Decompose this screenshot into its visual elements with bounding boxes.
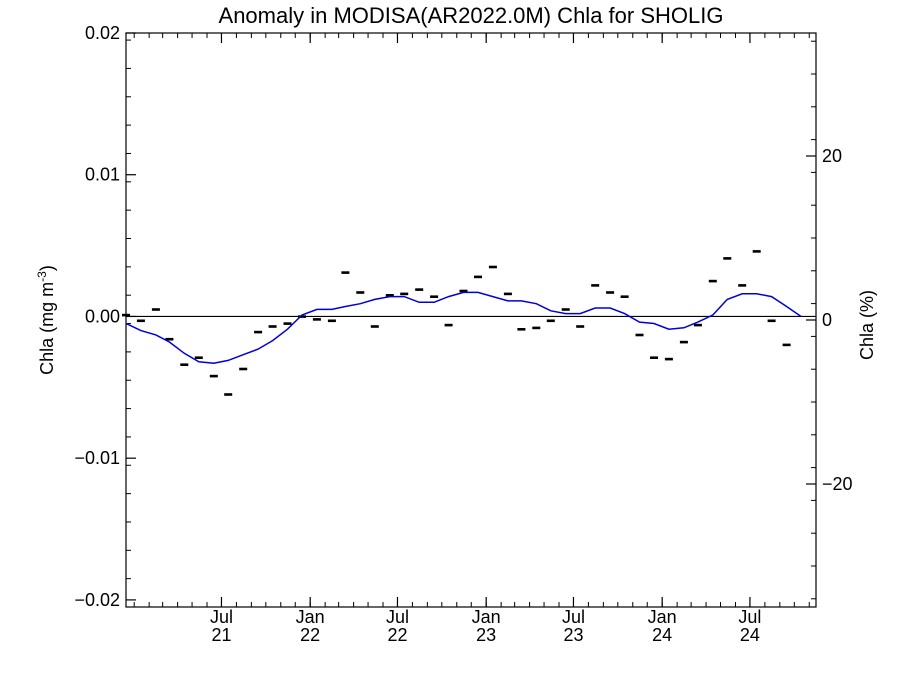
monthly-anomaly-point — [268, 325, 277, 328]
monthly-anomaly-point — [430, 295, 439, 298]
monthly-anomaly-point — [327, 319, 336, 323]
monthly-anomaly-point — [194, 356, 203, 359]
data-marks — [122, 250, 802, 396]
x-tick-year: 24 — [740, 625, 760, 645]
monthly-anomaly-point — [723, 257, 732, 260]
x-tick-year: 23 — [476, 625, 496, 645]
monthly-anomaly-point — [782, 343, 791, 347]
monthly-anomaly-point — [444, 323, 453, 327]
ylabel-left-main: Chla (mg m — [37, 282, 57, 375]
monthly-anomaly-point — [209, 374, 218, 378]
left-axis: 0.02 0.01 0.00 −0.01 −0.02 — [74, 23, 136, 610]
x-tick-year: 23 — [563, 625, 583, 645]
left-tick-label: 0.00 — [85, 306, 120, 326]
monthly-anomaly-point — [415, 288, 424, 291]
monthly-anomaly-point — [459, 289, 468, 293]
monthly-anomaly-point — [283, 322, 292, 325]
monthly-anomaly-point — [400, 292, 409, 296]
y-axis-label-right: Chla (%) — [857, 290, 877, 360]
x-tick-month: Jul — [386, 607, 409, 627]
monthly-anomaly-point — [738, 284, 747, 287]
monthly-anomaly-point — [370, 325, 379, 328]
monthly-anomaly-point — [591, 284, 600, 287]
monthly-anomaly-point — [488, 265, 497, 269]
ylabel-left-sup: -3 — [35, 271, 49, 282]
plot-frame — [125, 32, 817, 608]
monthly-anomaly-point — [474, 275, 482, 279]
smoothed-anomaly-line — [125, 291, 802, 364]
right-tick-label: 0 — [822, 310, 832, 330]
plot-border — [125, 32, 817, 608]
monthly-anomaly-point — [224, 393, 233, 396]
monthly-anomaly-point — [122, 313, 130, 317]
ylabel-left-close: ) — [37, 265, 57, 271]
left-tick-label: 0.02 — [85, 23, 120, 43]
monthly-anomaly-point — [650, 356, 658, 359]
right-tick-label: −20 — [822, 474, 853, 494]
x-tick-month: Jul — [210, 607, 233, 627]
monthly-anomaly-point — [546, 319, 555, 323]
monthly-anomaly-point — [151, 308, 160, 311]
right-tick-label: 20 — [822, 146, 842, 166]
monthly-anomaly-point — [503, 292, 512, 296]
x-tick-year: 22 — [387, 625, 407, 645]
x-tick-year: 22 — [300, 625, 320, 645]
monthly-anomaly-point — [312, 318, 321, 321]
x-tick-year: 24 — [652, 625, 672, 645]
monthly-anomaly-point — [254, 330, 263, 334]
monthly-anomaly-point — [752, 250, 761, 253]
monthly-anomaly-point — [239, 367, 248, 371]
monthly-anomaly-point — [635, 333, 644, 337]
right-axis: 20 0 −20 — [806, 40, 853, 600]
monthly-anomaly-point — [532, 326, 541, 330]
monthly-anomaly-point — [606, 291, 615, 294]
y-axis-label-left: Chla (mg m-3) — [35, 265, 57, 375]
left-tick-label: −0.02 — [74, 590, 120, 610]
monthly-anomaly-point — [576, 325, 585, 328]
monthly-anomaly-point — [517, 328, 526, 331]
monthly-anomaly-point — [165, 337, 174, 341]
monthly-anomaly-point — [298, 315, 306, 318]
monthly-anomaly-point — [620, 295, 629, 298]
x-tick-month: Jul — [738, 607, 761, 627]
monthly-anomaly-point — [356, 291, 365, 294]
monthly-anomaly-point — [767, 319, 776, 323]
x-tick-month: Jan — [648, 607, 677, 627]
monthly-anomaly-point — [693, 323, 702, 327]
chart-title: Anomaly in MODISA(AR2022.0M) Chla for SH… — [219, 3, 724, 28]
monthly-anomaly-point — [708, 279, 717, 283]
x-tick-year: 21 — [211, 625, 231, 645]
monthly-anomaly-point — [679, 340, 688, 344]
monthly-anomaly-point — [385, 294, 394, 297]
x-tick-month: Jan — [472, 607, 501, 627]
left-tick-label: 0.01 — [85, 165, 120, 185]
monthly-anomaly-point — [664, 357, 673, 361]
monthly-anomaly-point — [341, 271, 350, 274]
left-tick-label: −0.01 — [74, 448, 120, 468]
x-tick-month: Jan — [296, 607, 325, 627]
monthly-anomaly-point — [136, 319, 145, 323]
monthly-anomaly-point — [561, 308, 570, 311]
x-tick-month: Jul — [562, 607, 585, 627]
monthly-anomaly-point — [180, 363, 189, 366]
